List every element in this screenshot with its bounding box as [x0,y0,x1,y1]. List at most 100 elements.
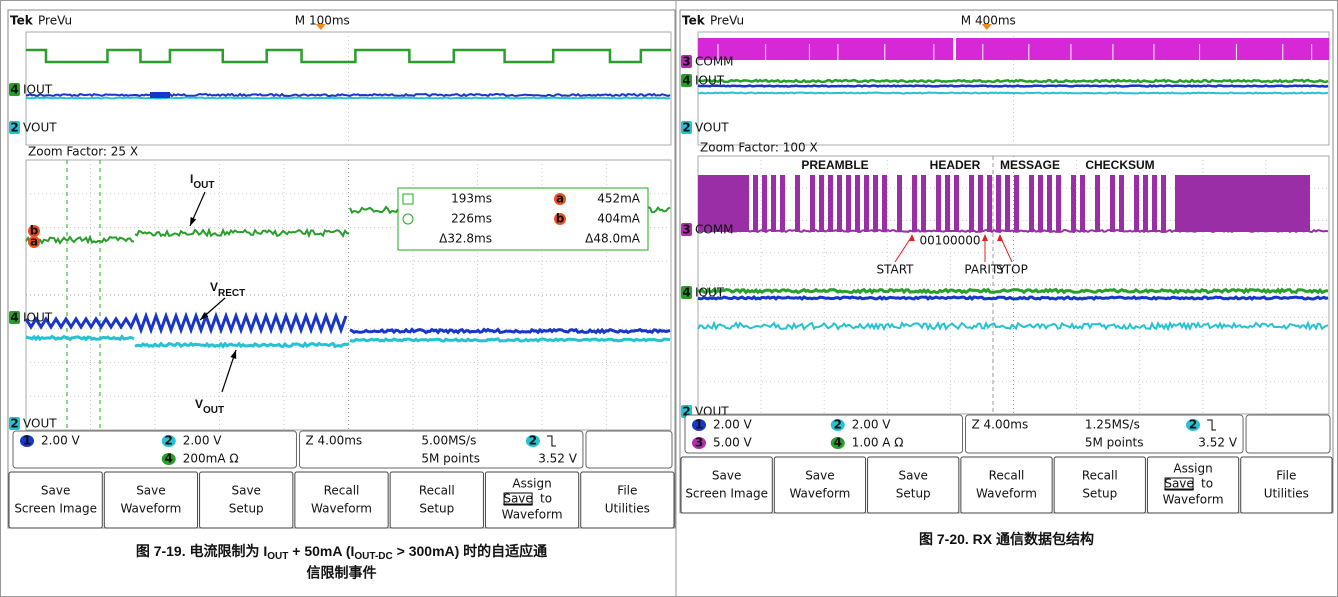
channel-scale: 2.00 V [183,434,223,448]
channel-number: 2 [1189,418,1197,432]
comm-pulse [1119,175,1124,232]
comm-pulse [921,175,926,232]
button-label: Save [136,484,165,498]
button-label: Setup [419,502,454,516]
channel-number: 1 [695,418,703,432]
channel-label: VOUT [23,417,57,431]
packet-field: MESSAGE [1000,158,1060,172]
packet-field: HEADER [930,158,981,172]
brand: Tek [682,14,706,28]
comm-burst [1175,175,1310,232]
menu-button[interactable] [1241,457,1332,513]
comm-pulse [1110,175,1115,232]
channel-scale: 1.00 A Ω [852,436,904,450]
button-label: Save [712,469,741,483]
button-label: Waveform [120,502,181,516]
comm-pulse [912,175,917,232]
button-label: Setup [229,502,264,516]
cursor-value: 452mA [597,192,641,206]
acquisition: 1.25MS/s [1085,418,1140,432]
channel-label: IOUT [23,311,53,325]
comm-pulse [882,175,887,232]
menu-button[interactable] [774,457,865,513]
menu-button[interactable] [295,472,388,528]
caption-part: OUT-DC [354,551,392,562]
comm-pulse [978,175,983,232]
button-label: Waveform [502,508,563,522]
button-label: Waveform [976,487,1037,501]
channel-label: COMM [695,223,734,237]
channel-number: 4 [682,286,690,300]
comm-pulse [1143,175,1148,232]
comm-pulse [1071,175,1076,232]
vout-wave [26,337,134,340]
vout-overview [698,93,1328,94]
channel-number: 4 [10,311,18,325]
channel-number: 2 [10,417,18,431]
menu-button[interactable] [581,472,674,528]
trigger-level: 3.52 V [1198,436,1238,450]
caption: 信限制事件 [307,565,377,581]
packet-field: CHECKSUM [1085,158,1154,172]
page: TekPreVuM 100msZoom Factor: 25 X4IOUT2VO… [0,0,1338,597]
caption-part: > 300mA) 时的自适应通 [393,543,547,559]
comm-pulse [1134,175,1139,232]
channel-number: 3 [695,436,703,450]
annotation-sub: OUT [203,405,224,416]
comm-pulse [1029,175,1034,232]
menu-button[interactable] [200,472,293,528]
channel-label: IOUT [23,83,53,97]
comm-pulse [846,175,851,232]
button-label: Screen Image [685,487,768,501]
vout-overview [26,98,670,99]
button-label: Recall [419,484,455,498]
acquisition: Z 4.00ms [305,434,362,448]
button-label: Save [231,484,260,498]
status-box [586,431,672,468]
comm-pulse [810,175,815,232]
comm-pulse [996,175,1001,232]
button-label: Utilities [1264,487,1309,501]
comm-pulse [987,175,992,232]
annotation-sub: OUT [193,180,214,191]
caption-part: 图 7-20. RX 通信数据包结构 [919,531,1094,547]
zoom-factor: Zoom Factor: 25 X [28,145,138,159]
comm-pulse [1005,175,1010,232]
vout-wave [135,344,349,347]
comm-pulse [744,175,749,232]
comm-pulse [1014,175,1019,232]
caption-part: + 50mA (I [288,543,354,559]
button-label: Save [41,484,70,498]
channel-number: 4 [165,452,173,466]
menu-button[interactable] [1054,457,1145,513]
comm-baseline [698,230,1328,232]
channel-number: 3 [682,223,690,237]
comm-pulse [771,175,776,232]
cursor-time: Δ32.8ms [439,232,492,246]
channel-number: 4 [682,74,690,88]
menu-button[interactable] [868,457,959,513]
iout-overview [698,80,1328,82]
menu-button[interactable] [681,457,772,513]
channel-scale: 200mA Ω [183,452,239,466]
comm-pulse [1095,175,1100,232]
menu-button[interactable] [961,457,1052,513]
status-box [1246,415,1330,453]
menu-button[interactable] [104,472,197,528]
brand: Tek [10,14,34,28]
button-label: to [540,492,552,506]
channel-number: 3 [682,55,690,69]
zoom-factor: Zoom Factor: 100 X [700,141,818,155]
channel-number: 2 [834,418,842,432]
menu-button[interactable] [390,472,483,528]
packet-field: PREAMBLE [801,158,868,172]
pulse [150,92,170,98]
comm-pulse [1047,175,1052,232]
channel-number: 1 [23,434,31,448]
button-label: Assign [512,477,551,491]
comm-pulse [753,175,758,232]
comm-pulse [897,175,902,232]
vrect-overview [698,86,1328,87]
button-label: Recall [1082,469,1118,483]
menu-button[interactable] [9,472,102,528]
